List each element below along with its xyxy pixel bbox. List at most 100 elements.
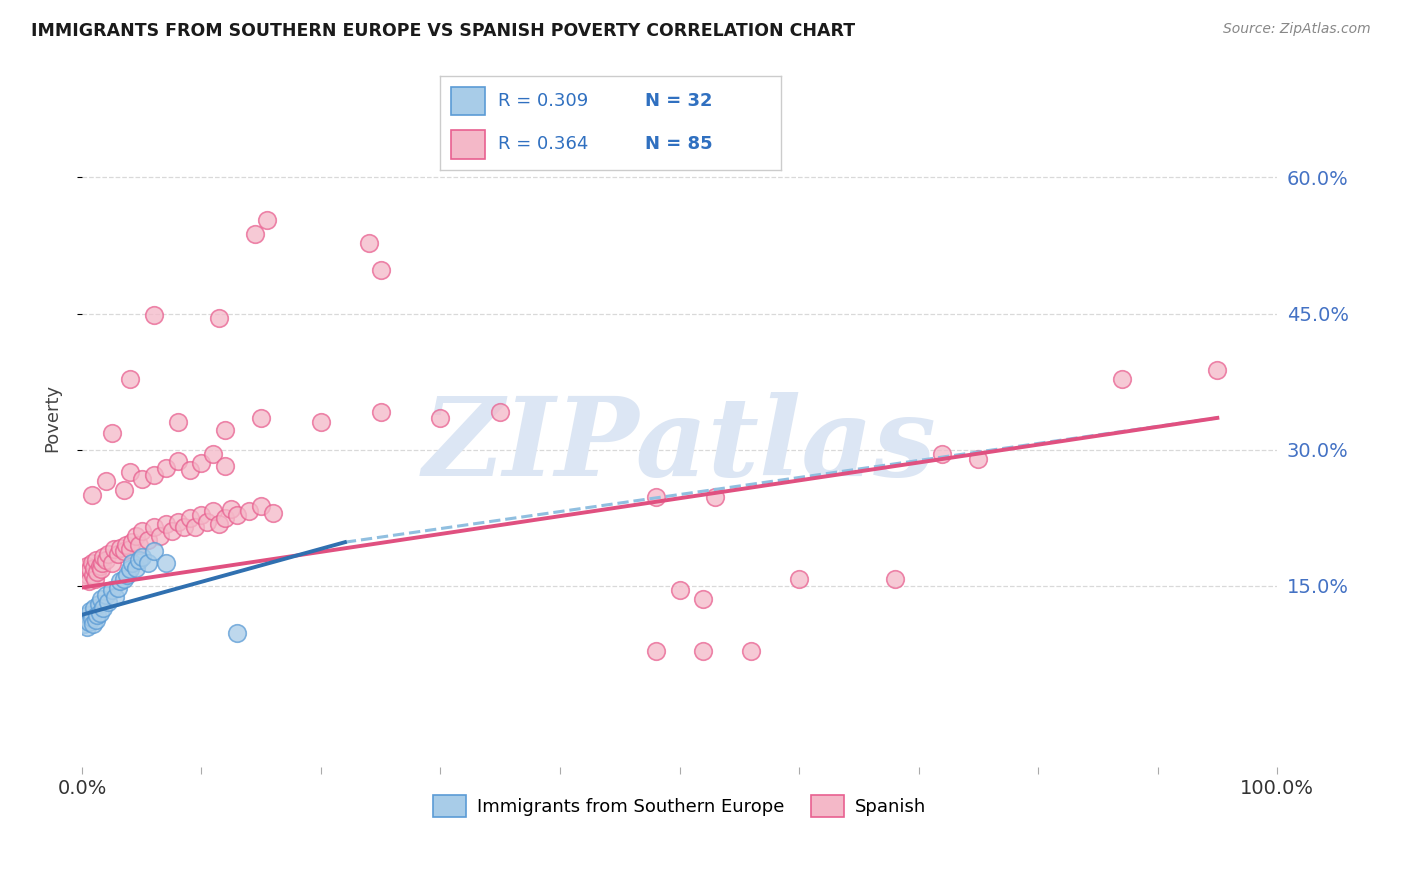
Point xyxy=(75,572,97,586)
Point xyxy=(118,372,141,386)
Point xyxy=(121,535,143,549)
Text: ZIPatlas: ZIPatlas xyxy=(423,392,936,500)
Point xyxy=(112,544,135,558)
Point xyxy=(89,606,111,620)
Point xyxy=(76,558,98,573)
Point xyxy=(77,615,100,629)
Point xyxy=(94,475,117,489)
Point xyxy=(214,510,236,524)
Point xyxy=(136,533,159,548)
Point xyxy=(73,616,96,631)
Point xyxy=(644,490,666,504)
Point xyxy=(208,517,231,532)
Legend: Immigrants from Southern Europe, Spanish: Immigrants from Southern Europe, Spanish xyxy=(426,789,934,824)
Point xyxy=(76,619,98,633)
Point xyxy=(84,553,107,567)
Point xyxy=(128,538,150,552)
Point xyxy=(80,556,103,570)
Point xyxy=(309,416,332,430)
Point xyxy=(93,601,115,615)
Point xyxy=(108,574,131,589)
Point xyxy=(121,556,143,570)
Point xyxy=(967,451,990,466)
Point xyxy=(101,556,124,570)
Point xyxy=(221,501,243,516)
Point xyxy=(1206,363,1229,377)
Point xyxy=(79,604,101,618)
Point xyxy=(370,404,392,418)
Point xyxy=(104,590,127,604)
Point xyxy=(208,311,231,326)
Point xyxy=(97,547,120,561)
Point xyxy=(75,612,97,626)
Point xyxy=(101,426,124,441)
Point xyxy=(107,547,129,561)
Point xyxy=(262,506,284,520)
Point xyxy=(94,588,117,602)
Point xyxy=(90,562,112,576)
Point xyxy=(166,453,188,467)
Point xyxy=(787,572,810,586)
Point xyxy=(644,644,666,658)
Point xyxy=(131,472,153,486)
Point xyxy=(931,447,953,461)
Point xyxy=(202,504,225,518)
Point xyxy=(370,263,392,277)
Point xyxy=(84,572,107,586)
Point xyxy=(155,517,177,532)
Point xyxy=(256,213,278,227)
Point xyxy=(94,553,117,567)
Point xyxy=(80,488,103,502)
Point xyxy=(166,515,188,529)
Point xyxy=(112,483,135,498)
Point xyxy=(238,504,260,518)
Point xyxy=(82,616,104,631)
Point xyxy=(142,468,165,483)
Point xyxy=(118,562,141,576)
Point xyxy=(1111,372,1133,386)
Point xyxy=(82,567,104,582)
Point xyxy=(97,595,120,609)
Point xyxy=(245,227,267,241)
Point xyxy=(160,524,183,539)
Point xyxy=(83,560,105,574)
Point xyxy=(115,538,138,552)
Point xyxy=(86,565,108,579)
Point xyxy=(83,601,105,615)
Point xyxy=(184,520,207,534)
Point xyxy=(107,581,129,595)
Text: Source: ZipAtlas.com: Source: ZipAtlas.com xyxy=(1223,22,1371,37)
Point xyxy=(142,309,165,323)
Point xyxy=(704,490,727,504)
Point xyxy=(197,515,219,529)
Point xyxy=(90,592,112,607)
Point xyxy=(118,466,141,480)
Point xyxy=(250,410,273,425)
Point xyxy=(226,508,249,522)
Point xyxy=(155,556,177,570)
Point xyxy=(142,544,165,558)
Point xyxy=(226,626,249,640)
Point xyxy=(142,520,165,534)
Point xyxy=(190,508,212,522)
Point xyxy=(214,423,236,437)
Point xyxy=(202,447,225,461)
Point xyxy=(692,592,714,607)
Point xyxy=(118,542,141,557)
Point xyxy=(86,607,108,622)
Point xyxy=(883,572,905,586)
Point xyxy=(740,644,762,658)
Point xyxy=(125,529,148,543)
Point xyxy=(131,549,153,564)
Y-axis label: Poverty: Poverty xyxy=(44,384,60,452)
Point xyxy=(250,499,273,513)
Point xyxy=(173,520,195,534)
Point xyxy=(87,597,110,611)
Point xyxy=(149,529,172,543)
Point xyxy=(190,456,212,470)
Point xyxy=(489,404,512,418)
Point xyxy=(103,542,125,557)
Point xyxy=(77,574,100,589)
Point xyxy=(357,235,380,250)
Point xyxy=(89,558,111,573)
